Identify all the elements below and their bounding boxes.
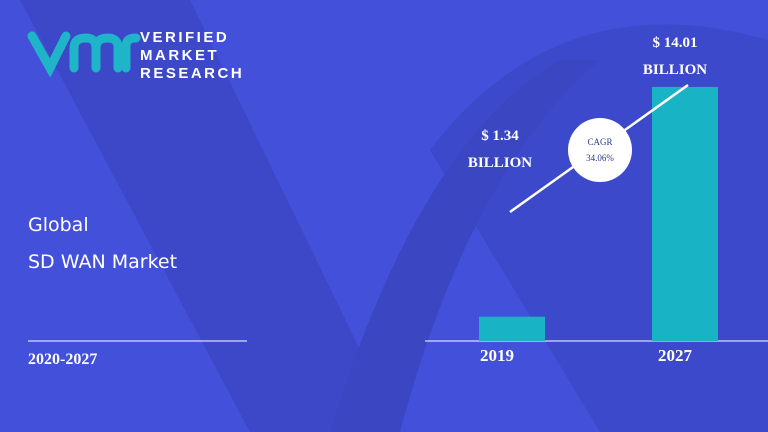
value-label: $ 14.01 BILLION	[642, 35, 708, 78]
x-tick-label: 2027	[658, 346, 692, 365]
bar	[479, 316, 545, 341]
bar	[652, 86, 718, 342]
bg-shape	[20, 0, 400, 432]
title: SD WAN Market	[28, 251, 178, 273]
cagr-circle	[568, 118, 632, 182]
x-tick-label: 2019	[480, 346, 514, 365]
cagr-label: CAGR	[587, 137, 613, 147]
logo-text: VERIFIED	[140, 29, 230, 46]
logo-text: MARKET	[140, 47, 220, 64]
value-label: $ 1.34 BILLION	[467, 128, 533, 171]
bg-shape	[330, 60, 600, 432]
logo-text: RESEARCH	[140, 65, 245, 82]
period: 2020-2027	[28, 351, 98, 368]
logo-icon	[27, 31, 141, 78]
cagr-value: 34.06%	[586, 153, 614, 163]
title: Global	[28, 214, 89, 236]
